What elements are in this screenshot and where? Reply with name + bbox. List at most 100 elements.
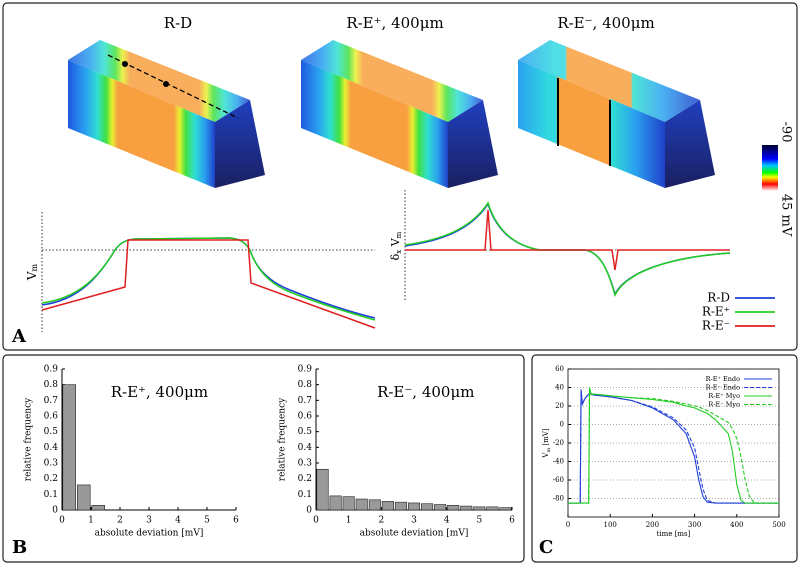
panel-title: R-E⁻, 400μm	[557, 14, 654, 32]
series-line	[568, 389, 779, 504]
bar	[421, 503, 434, 511]
bar	[329, 495, 342, 511]
bar	[407, 502, 421, 511]
x-tick-label: 1	[88, 516, 94, 526]
colorbar-label: -90	[779, 122, 794, 143]
tissue-block	[68, 40, 265, 188]
panel-title: R-E⁺, 400μm	[346, 14, 443, 32]
y-tick-label: 0.7	[44, 396, 59, 406]
panel-label: A	[11, 326, 27, 347]
legend-label: R-E⁺ Endo	[706, 375, 740, 383]
y-tick-label: 0.8	[44, 380, 59, 390]
y-tick-label: -20	[553, 439, 564, 447]
x-tick-label: 100	[604, 521, 617, 529]
bar	[62, 384, 76, 511]
panel-frame	[2, 354, 525, 563]
legend-label: R-E⁺ Myo	[708, 392, 740, 400]
x-tick-label: 5	[476, 516, 482, 526]
y-axis-label: Vm [mV]	[542, 428, 552, 458]
x-axis-label: absolute deviation [mV]	[95, 529, 204, 539]
x-tick-label: 0	[313, 516, 319, 526]
y-tick-label: 0.3	[298, 459, 313, 469]
legend-label: R-E⁻ Endo	[706, 384, 740, 392]
bar	[460, 505, 473, 511]
bar	[368, 499, 381, 511]
y-tick-label: 0.9	[298, 365, 313, 375]
x-tick-label: 6	[509, 516, 515, 526]
y-tick-label: 20	[555, 402, 564, 410]
probe-point	[122, 61, 128, 67]
bar	[499, 507, 512, 511]
bar	[342, 496, 355, 511]
legend-label: R-E⁻	[702, 319, 730, 333]
y-axis-label-part: V	[542, 452, 550, 459]
legend-label: R-E⁻ Myo	[708, 401, 740, 409]
colorbar-label: 45 mV	[779, 194, 794, 237]
panel-title: R-D	[164, 14, 192, 32]
y-tick-label: 0.3	[44, 459, 59, 469]
y-tick-label: 0.8	[298, 380, 313, 390]
trace	[41, 237, 376, 321]
bar	[355, 498, 368, 511]
y-tick-label: 0.9	[44, 365, 59, 375]
panel-frame	[531, 354, 798, 563]
y-tick-label: 0.5	[44, 427, 59, 437]
trace	[405, 209, 730, 271]
legend-label: R-D	[707, 291, 730, 305]
y-tick-label: 0.1	[298, 490, 312, 500]
x-tick-label: 4	[444, 516, 450, 526]
x-tick-label: 200	[646, 521, 659, 529]
x-axis-label: time [ms]	[657, 530, 691, 538]
y-tick-label: 0.5	[298, 427, 313, 437]
bar	[381, 501, 394, 511]
y-axis-label: relative frequency	[24, 397, 34, 481]
plot-frame	[567, 368, 780, 518]
y-axis-label-part: [mV]	[542, 428, 550, 448]
panel-label: C	[539, 537, 553, 558]
y-axis-label-part: m	[546, 448, 552, 453]
tissue-block	[518, 40, 715, 188]
panel-label: B	[12, 537, 27, 558]
bar	[473, 506, 486, 511]
y-tick-label: -80	[553, 495, 564, 503]
axis-label: Vm	[25, 263, 40, 281]
trace	[41, 239, 376, 329]
bar	[434, 504, 447, 511]
colorbar	[762, 145, 778, 191]
probe-point	[163, 81, 169, 87]
bar	[447, 504, 460, 511]
x-tick-label: 500	[772, 521, 785, 529]
x-tick-label: 1	[346, 516, 352, 526]
x-tick-label: 0	[566, 521, 570, 529]
legend-label: R-E⁺	[702, 305, 730, 319]
x-axis-label: absolute deviation [mV]	[360, 529, 469, 539]
y-tick-label: 0	[560, 421, 564, 429]
y-tick-label: 0.4	[298, 443, 313, 453]
y-tick-label: -40	[553, 458, 564, 466]
series-line	[568, 390, 779, 504]
y-tick-label: 0.7	[298, 396, 313, 406]
y-tick-label: 0.4	[44, 443, 59, 453]
chart-title: R-E⁺, 400μm	[111, 383, 208, 401]
axis-label: δx Vm	[389, 231, 403, 260]
x-tick-label: 3	[411, 516, 417, 526]
x-tick-label: 2	[378, 516, 384, 526]
y-tick-label: -60	[553, 476, 564, 484]
series-line	[568, 391, 779, 504]
y-tick-label: 40	[555, 384, 564, 392]
x-tick-label: 400	[730, 521, 743, 529]
x-tick-label: 3	[146, 516, 152, 526]
y-axis-label: relative frequency	[278, 397, 288, 481]
trace	[404, 202, 731, 296]
probe-line	[107, 54, 239, 119]
x-tick-label: 300	[688, 521, 701, 529]
bar	[394, 501, 407, 511]
x-tick-label: 5	[204, 516, 210, 526]
x-tick-label: 0	[59, 516, 65, 526]
bar	[91, 504, 106, 511]
tissue-block	[301, 40, 498, 188]
bar	[486, 506, 499, 511]
trace	[404, 201, 731, 298]
y-tick-label: 0.1	[44, 490, 58, 500]
